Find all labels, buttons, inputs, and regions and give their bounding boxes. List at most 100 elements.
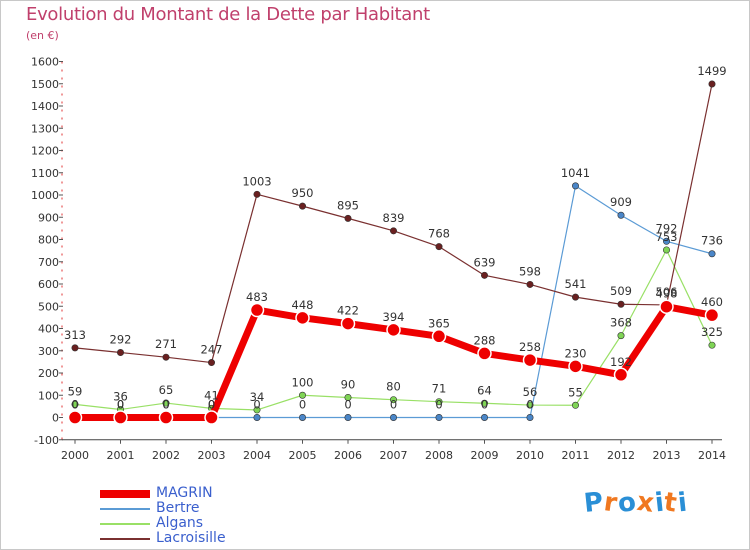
data-label-bertre: 909	[610, 195, 632, 209]
data-point-lacroisille	[571, 293, 579, 301]
data-label-algans: 753	[656, 230, 678, 244]
data-point-bertre	[435, 413, 443, 421]
data-point-bertre	[298, 413, 306, 421]
y-tick-label: 1300	[31, 122, 59, 135]
x-tick-label: 2006	[334, 449, 362, 462]
data-label-bertre: 0	[526, 398, 533, 412]
legend-swatch	[100, 522, 150, 525]
data-label-algans: 34	[250, 390, 265, 404]
data-label-magrin: 422	[337, 304, 359, 318]
legend-swatch	[100, 507, 150, 510]
data-point-algans	[435, 398, 443, 406]
data-point-lacroisille	[117, 349, 125, 357]
data-label-magrin: 498	[656, 287, 678, 301]
x-tick-label: 2001	[107, 449, 135, 462]
chart-title: Evolution du Montant de la Dette par Hab…	[26, 4, 430, 25]
y-tick-label: 500	[38, 300, 59, 313]
data-point-magrin	[477, 346, 492, 361]
data-label-algans: 59	[68, 384, 83, 398]
data-label-magrin: 448	[292, 298, 314, 312]
x-tick-label: 2007	[380, 449, 408, 462]
data-label-magrin: 365	[428, 316, 450, 330]
legend: MAGRIN Bertre Algans Lacroisille	[100, 486, 226, 546]
data-point-magrin	[295, 310, 310, 326]
data-label-algans: 90	[341, 377, 356, 391]
y-tick-label: 200	[38, 367, 59, 380]
data-point-algans	[662, 246, 670, 254]
data-point-magrin	[568, 359, 583, 374]
data-label-magrin: 192	[610, 355, 632, 369]
data-point-lacroisille	[208, 359, 216, 367]
x-tick-label: 2008	[425, 449, 453, 462]
legend-label: Bertre	[156, 500, 200, 516]
data-label-magrin: 288	[474, 333, 496, 347]
data-label-algans: 325	[701, 325, 723, 339]
data-point-lacroisille	[298, 202, 306, 210]
data-label-lacroisille: 895	[337, 198, 359, 212]
data-label-algans: 368	[610, 316, 632, 330]
data-label-algans: 36	[113, 389, 128, 403]
data-point-bertre	[480, 413, 488, 421]
data-point-bertre	[526, 413, 534, 421]
x-tick-label: 2012	[607, 449, 635, 462]
x-tick-label: 2003	[198, 449, 226, 462]
data-label-algans: 55	[568, 385, 583, 399]
data-label-magrin: 483	[246, 290, 268, 304]
data-label-bertre: 0	[117, 398, 124, 412]
data-point-algans	[298, 391, 306, 399]
data-label-bertre: 0	[299, 398, 306, 412]
legend-label: Lacroisille	[156, 530, 226, 546]
data-point-lacroisille	[344, 214, 352, 222]
legend-item-algans: Algans	[100, 516, 226, 531]
data-label-magrin: 460	[701, 295, 723, 309]
data-label-bertre: 792	[656, 221, 678, 235]
data-label-lacroisille: 598	[519, 264, 541, 278]
data-label-magrin: 0	[208, 398, 215, 412]
data-label-bertre: 736	[701, 234, 723, 248]
legend-swatch	[100, 537, 150, 540]
data-label-algans: 65	[159, 383, 174, 397]
x-tick-label: 2010	[516, 449, 544, 462]
data-point-magrin	[204, 410, 219, 425]
y-tick-label: 900	[38, 211, 59, 224]
data-point-magrin	[704, 307, 720, 323]
data-label-magrin: 230	[565, 346, 587, 360]
y-tick-label: 1200	[31, 145, 59, 158]
data-label-lacroisille: 313	[64, 328, 86, 342]
legend-item-magrin: MAGRIN	[100, 486, 226, 501]
data-label-bertre: 0	[162, 398, 169, 412]
y-tick-label: 1100	[31, 167, 59, 180]
data-label-magrin: 258	[519, 340, 541, 354]
data-point-lacroisille	[480, 271, 488, 279]
data-point-magrin	[340, 316, 356, 331]
data-point-algans	[480, 399, 488, 407]
data-label-bertre: 0	[344, 398, 351, 412]
data-point-lacroisille	[253, 190, 261, 198]
data-label-lacroisille: 509	[610, 284, 632, 298]
y-tick-label: 700	[38, 256, 59, 269]
data-point-algans	[389, 396, 397, 404]
data-label-magrin: 0	[71, 398, 78, 412]
data-point-magrin	[613, 367, 629, 383]
data-label-lacroisille: 292	[110, 333, 132, 347]
y-tick-label: 1400	[31, 100, 59, 113]
y-tick-label: 100	[38, 389, 59, 402]
data-label-algans: 56	[523, 385, 538, 399]
proxiti-logo: Proxiti	[582, 487, 689, 519]
data-label-bertre: 0	[435, 398, 442, 412]
data-point-magrin	[659, 299, 674, 314]
data-point-lacroisille	[708, 80, 716, 88]
data-point-magrin	[249, 302, 265, 318]
data-label-lacroisille: 271	[155, 337, 177, 351]
data-label-lacroisille: 506	[656, 285, 678, 299]
data-label-bertre: 0	[71, 398, 78, 412]
legend-label: Algans	[156, 515, 204, 531]
y-tick-label: 600	[38, 278, 59, 291]
data-point-algans	[617, 332, 625, 340]
data-label-bertre: 0	[390, 398, 397, 412]
data-point-lacroisille	[435, 243, 443, 251]
data-point-magrin	[386, 322, 401, 338]
data-point-lacroisille	[71, 344, 79, 352]
